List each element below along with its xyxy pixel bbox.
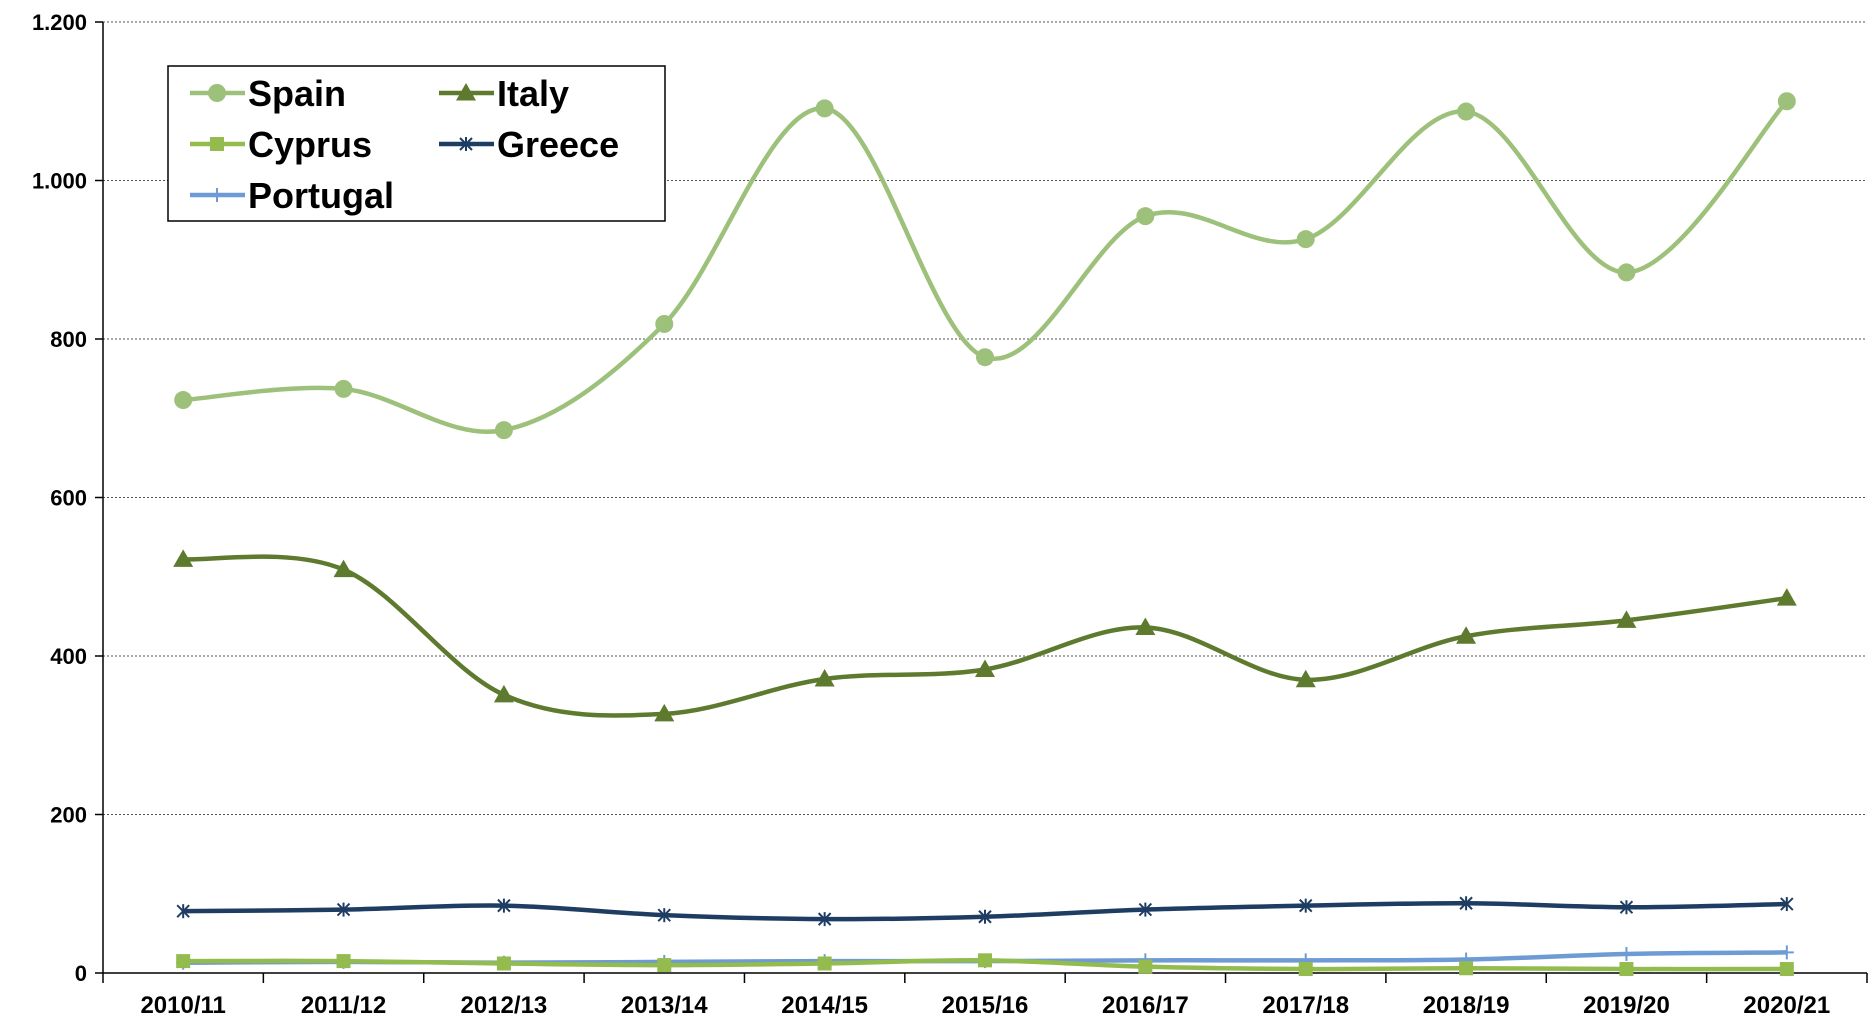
data-point-italy — [1456, 626, 1477, 644]
data-point-cyprus — [978, 953, 992, 968]
legend-box — [167, 65, 666, 222]
legend-marker-greece — [459, 137, 473, 151]
y-tick-label: 0 — [75, 961, 87, 986]
data-point-cyprus — [336, 954, 351, 969]
legend-marker-portugal — [210, 188, 224, 202]
data-point-portugal — [1779, 945, 1794, 960]
data-point-italy — [975, 659, 995, 677]
data-point-spain — [655, 314, 674, 333]
y-tick-label: 400 — [50, 644, 87, 669]
x-tick-label: 2019/20 — [1583, 992, 1670, 1019]
legend-marker-cyprus — [210, 137, 224, 151]
data-point-greece — [817, 912, 832, 927]
x-tick-label: 2016/17 — [1102, 992, 1189, 1019]
axes — [95, 21, 1868, 983]
data-point-greece — [1459, 896, 1473, 911]
x-tick-label: 2012/13 — [461, 992, 548, 1019]
x-tick-label: 2018/19 — [1423, 992, 1510, 1019]
x-tick-label: 2020/21 — [1743, 992, 1830, 1019]
data-point-spain — [1777, 92, 1796, 111]
series-line-italy — [183, 554, 1788, 718]
data-point-greece — [497, 898, 511, 913]
data-point-spain — [1457, 102, 1476, 121]
data-point-italy — [1135, 617, 1156, 635]
series-lines — [173, 92, 1797, 977]
y-tick-label: 800 — [50, 327, 87, 352]
legend-entry-italy: Italy — [439, 73, 569, 114]
data-point-cyprus — [1459, 961, 1474, 976]
data-point-cyprus — [1138, 959, 1153, 974]
data-point-greece — [657, 908, 671, 923]
legend-marker-spain — [208, 84, 226, 102]
data-point-italy — [493, 684, 514, 703]
data-point-italy — [654, 703, 675, 722]
x-tick-label: 2014/15 — [781, 992, 868, 1019]
data-point-spain — [334, 379, 353, 398]
data-point-greece — [176, 904, 190, 919]
x-tick-label: 2017/18 — [1262, 992, 1349, 1019]
data-point-cyprus — [1619, 962, 1634, 977]
data-point-greece — [1780, 897, 1794, 912]
x-tick-label: 2013/14 — [621, 992, 708, 1019]
data-point-spain — [815, 99, 834, 118]
legend-marker-italy — [456, 83, 476, 101]
data-point-italy — [1616, 610, 1637, 628]
series-cyprus — [176, 953, 1794, 977]
data-point-greece — [1138, 902, 1153, 917]
data-point-cyprus — [817, 956, 832, 971]
data-point-spain — [1136, 207, 1155, 226]
data-point-greece — [1619, 900, 1634, 915]
data-point-greece — [978, 909, 992, 924]
data-point-spain — [494, 421, 513, 440]
data-point-italy — [333, 559, 354, 578]
data-point-cyprus — [657, 958, 672, 973]
series-italy — [173, 549, 1797, 722]
y-tick-label: 1.200 — [32, 10, 87, 35]
tick-labels: 0 200 400 600 800 1.000 1.200 2010/11 2011/12 201… — [32, 10, 1830, 1019]
data-point-cyprus — [1779, 962, 1794, 977]
series-greece — [176, 896, 1794, 927]
data-point-cyprus — [496, 956, 511, 971]
data-point-greece — [336, 902, 351, 917]
legend-label-cyprus: Cyprus — [248, 124, 372, 165]
data-point-spain — [976, 348, 994, 367]
data-point-spain — [174, 391, 193, 410]
legend-entry-spain: Spain — [190, 73, 346, 114]
data-point-cyprus — [1298, 962, 1313, 977]
x-tick-label: 2015/16 — [942, 992, 1029, 1019]
data-point-spain — [1296, 230, 1315, 249]
y-tick-label: 600 — [50, 486, 87, 511]
legend-label-spain: Spain — [248, 73, 346, 114]
data-point-spain — [1617, 263, 1636, 282]
legend-label-italy: Italy — [497, 73, 569, 114]
data-point-italy — [1776, 588, 1797, 606]
legend-label-portugal: Portugal — [248, 175, 394, 216]
series-spain — [174, 92, 1796, 440]
legend-entry-cyprus: Cyprus — [190, 124, 372, 165]
data-point-greece — [1299, 898, 1313, 913]
data-point-portugal — [1619, 946, 1634, 961]
y-tick-label: 1.000 — [32, 169, 87, 194]
x-tick-label: 2011/12 — [301, 992, 386, 1019]
data-point-italy — [814, 668, 835, 687]
legend-entry-greece: Greece — [439, 124, 619, 165]
data-point-cyprus — [176, 954, 191, 969]
data-point-italy — [1295, 669, 1316, 688]
legend-label-greece: Greece — [497, 124, 619, 165]
data-point-italy — [173, 549, 194, 567]
legend: Spain Italy Cyprus Greece Portugal — [167, 65, 666, 222]
y-tick-label: 200 — [50, 803, 87, 828]
legend-entry-portugal: Portugal — [190, 175, 394, 216]
x-tick-label: 2010/11 — [140, 992, 225, 1019]
